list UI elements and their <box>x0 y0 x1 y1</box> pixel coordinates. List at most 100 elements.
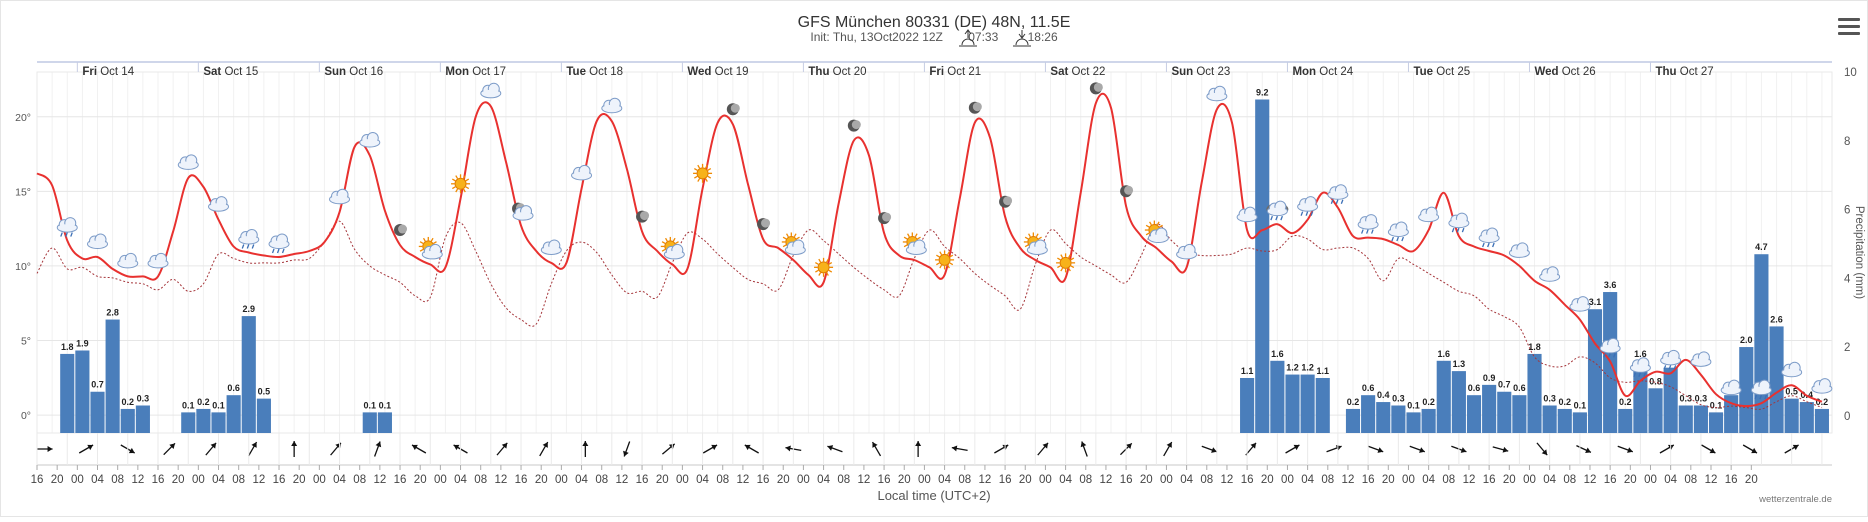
cloud-fill <box>1480 234 1499 242</box>
precip-label: 1.3 <box>1453 359 1466 369</box>
hour-label: 12 <box>131 474 144 486</box>
sun-ray <box>828 269 833 273</box>
right-tick-label: 10 <box>1844 67 1857 79</box>
hour-label: 04 <box>91 474 104 486</box>
hour-label: 08 <box>353 474 366 486</box>
precip-bar <box>196 408 211 433</box>
precip-label: 0.7 <box>91 380 104 390</box>
weather-cloud-icon <box>1508 242 1530 258</box>
sunrise-icon <box>959 29 977 47</box>
precip-bar <box>1678 405 1693 433</box>
wind-arrow <box>1080 441 1088 457</box>
sun-ray <box>1060 267 1064 272</box>
day-date: Oct 25 <box>1436 66 1470 78</box>
sun-ray <box>828 262 833 265</box>
wind-arrow <box>247 441 258 457</box>
right-tick-label: 4 <box>1844 273 1851 285</box>
sun-ray <box>465 186 470 190</box>
hour-label: 16 <box>1483 474 1496 486</box>
weather-cloud-icon <box>1206 85 1228 102</box>
sun-ray <box>661 248 666 252</box>
cloud-fill <box>602 104 621 112</box>
precip-label: 1.8 <box>61 342 74 352</box>
weather-rain-icon <box>1750 379 1772 400</box>
sun-ray <box>455 175 459 179</box>
wind-head <box>1541 449 1548 456</box>
rain-drop <box>281 248 285 254</box>
sun-ray <box>939 264 943 269</box>
rain-drop <box>1270 215 1273 221</box>
hour-label: 08 <box>1200 474 1213 486</box>
precip-label: 0.2 <box>122 397 135 407</box>
sun-ray <box>1035 233 1039 238</box>
sunset-icon <box>1013 30 1031 47</box>
hour-label: 04 <box>817 474 830 486</box>
weather-rain-icon <box>1660 349 1682 370</box>
hour-label: 04 <box>696 474 709 486</box>
sun-ray <box>694 175 698 179</box>
precip-bar <box>1784 398 1799 433</box>
rain-drop <box>1340 199 1344 204</box>
cloud-fill <box>1149 234 1168 242</box>
left-tick-label: 15° <box>15 186 31 198</box>
precip-label: 0.1 <box>364 400 377 410</box>
weather-moon-icon <box>636 210 650 223</box>
hour-label: 00 <box>676 474 689 486</box>
day-dow: Tue <box>1413 66 1436 78</box>
hour-label: 04 <box>1543 474 1556 486</box>
hour-label: 20 <box>1503 474 1516 486</box>
wind-arrow <box>582 441 589 457</box>
sun-ray <box>697 178 701 182</box>
sun-ray <box>914 233 918 238</box>
hour-label: 04 <box>333 474 346 486</box>
sun-ray <box>947 251 950 256</box>
hour-label: 00 <box>555 474 568 486</box>
wind-head <box>1080 441 1087 448</box>
hour-label: 12 <box>494 474 507 486</box>
wind-arrow <box>1701 444 1716 454</box>
rain-drop <box>1456 227 1460 233</box>
menu-icon[interactable] <box>1838 18 1860 36</box>
day-label: Sun Oct 16 <box>324 66 383 78</box>
weather-sun-cloud-icon <box>1144 220 1169 244</box>
hour-label: 08 <box>1079 474 1092 486</box>
precip-bar <box>1406 412 1421 433</box>
precip-label: 0.8 <box>1649 376 1662 386</box>
precip-bar <box>377 412 392 433</box>
hour-label: 08 <box>474 474 487 486</box>
sun-ray <box>1156 221 1160 226</box>
day-date: Oct 22 <box>1072 66 1106 78</box>
wind-arrow <box>744 444 759 454</box>
precip-bar <box>135 405 150 433</box>
wind-row <box>36 433 1832 466</box>
hour-label: 16 <box>152 474 165 486</box>
sun-disc <box>1059 256 1072 269</box>
precip-label: 1.2 <box>1286 363 1299 373</box>
sun-ray <box>1024 244 1029 248</box>
sunset-time: 18:26 <box>1028 30 1058 44</box>
rain-drop <box>1759 394 1763 400</box>
wind-arrow <box>539 441 549 457</box>
precip-label: 2.9 <box>243 304 256 314</box>
wind-head <box>1585 447 1591 453</box>
precip-bar <box>1648 388 1663 433</box>
wind-head <box>1211 447 1217 453</box>
rain-drop <box>1330 199 1334 204</box>
precip-bar <box>1663 367 1678 433</box>
wind-arrow <box>1326 445 1342 453</box>
cloud-fill <box>665 250 684 258</box>
plot-border <box>36 71 1833 434</box>
hour-label: 16 <box>1725 474 1738 486</box>
sun-ray <box>1068 254 1071 258</box>
credit-link[interactable]: wetterzentrale.de <box>1758 494 1832 505</box>
weather-cloud-icon <box>1236 206 1258 223</box>
wind-arrow <box>205 442 217 456</box>
precip-label: 0.5 <box>1785 387 1798 397</box>
hour-label: 20 <box>898 474 911 486</box>
hour-label: 20 <box>656 474 669 486</box>
moon-shade <box>882 212 892 222</box>
hour-label: 12 <box>1584 474 1597 486</box>
sun-ray <box>936 262 940 266</box>
sun-ray <box>462 188 466 193</box>
day-label: Wed Oct 19 <box>687 66 748 78</box>
